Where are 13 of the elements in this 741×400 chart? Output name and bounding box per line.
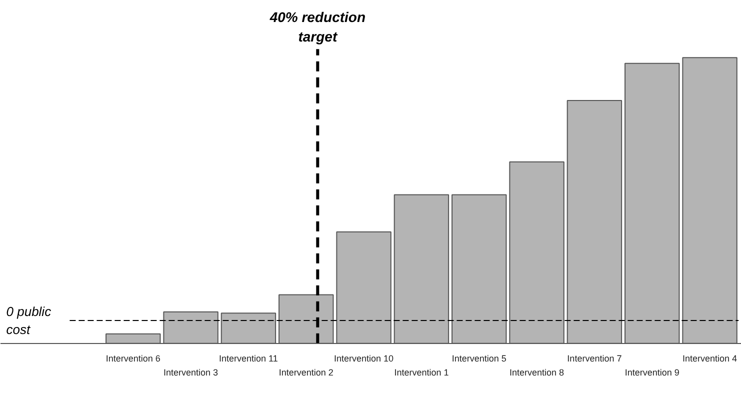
ref-line-label: 0 public cost xyxy=(6,304,52,337)
x-tick-label: Intervention 1 xyxy=(394,368,449,378)
x-tick-label: Intervention 4 xyxy=(682,353,738,364)
ref-line-label: 40% reduction target xyxy=(268,9,366,44)
x-tick-label: Intervention 3 xyxy=(164,368,218,378)
x-tick-label: Intervention 7 xyxy=(567,353,622,364)
x-tick-label: Intervention 10 xyxy=(334,353,394,364)
x-tick-label: Intervention 6 xyxy=(106,353,160,364)
x-tick-label: Intervention 9 xyxy=(624,368,680,378)
x-tick-label: Intervention 11 xyxy=(219,353,278,364)
x-tick-label: Intervention 2 xyxy=(278,368,334,378)
x-tick-label: Intervention 5 xyxy=(452,353,506,364)
x-tick-label: Intervention 8 xyxy=(510,368,564,378)
